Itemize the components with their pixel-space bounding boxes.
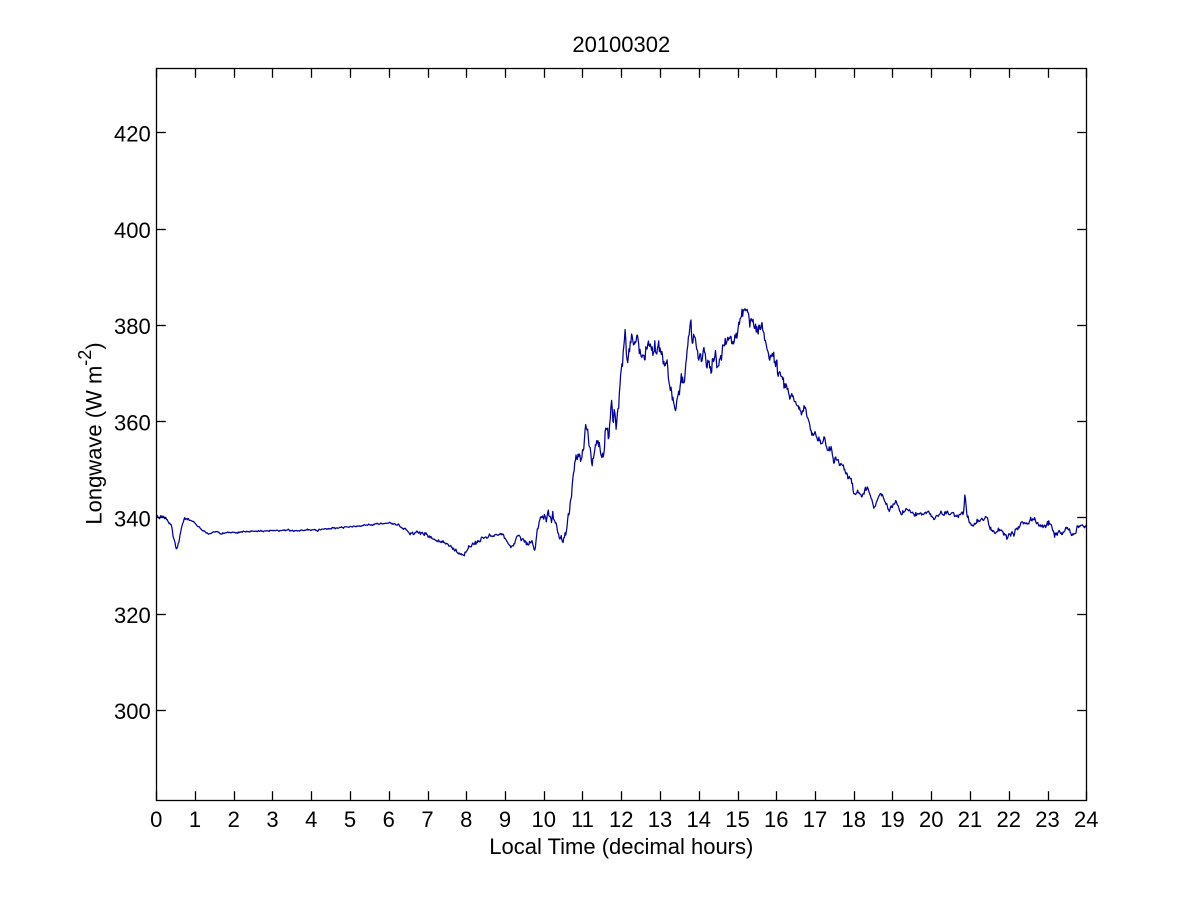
svg-text:13: 13 <box>648 807 672 832</box>
svg-text:380: 380 <box>114 314 151 339</box>
svg-text:24: 24 <box>1074 807 1098 832</box>
svg-text:11: 11 <box>571 807 594 832</box>
svg-text:21: 21 <box>958 807 982 832</box>
svg-text:5: 5 <box>344 807 356 832</box>
svg-text:17: 17 <box>803 807 827 832</box>
svg-text:3: 3 <box>266 807 278 832</box>
svg-text:6: 6 <box>383 807 395 832</box>
svg-text:4: 4 <box>305 807 317 832</box>
svg-text:9: 9 <box>499 807 511 832</box>
svg-text:300: 300 <box>114 699 151 724</box>
svg-text:7: 7 <box>421 807 433 832</box>
svg-text:2: 2 <box>228 807 240 832</box>
svg-text:20100302: 20100302 <box>572 32 670 57</box>
svg-text:10: 10 <box>532 807 556 832</box>
svg-text:400: 400 <box>114 218 151 243</box>
svg-text:18: 18 <box>842 807 866 832</box>
svg-text:20: 20 <box>919 807 943 832</box>
svg-text:420: 420 <box>114 122 151 147</box>
svg-text:16: 16 <box>764 807 788 832</box>
svg-text:8: 8 <box>460 807 472 832</box>
svg-text:0: 0 <box>150 807 162 832</box>
svg-text:360: 360 <box>114 410 151 435</box>
svg-text:340: 340 <box>114 507 151 532</box>
svg-text:320: 320 <box>114 603 151 628</box>
svg-text:22: 22 <box>997 807 1021 832</box>
svg-text:Local Time (decimal hours): Local Time (decimal hours) <box>489 834 753 859</box>
svg-text:19: 19 <box>880 807 904 832</box>
svg-text:23: 23 <box>1035 807 1059 832</box>
svg-text:1: 1 <box>189 807 201 832</box>
svg-text:15: 15 <box>725 807 749 832</box>
svg-text:14: 14 <box>687 807 711 832</box>
svg-text:12: 12 <box>609 807 633 832</box>
